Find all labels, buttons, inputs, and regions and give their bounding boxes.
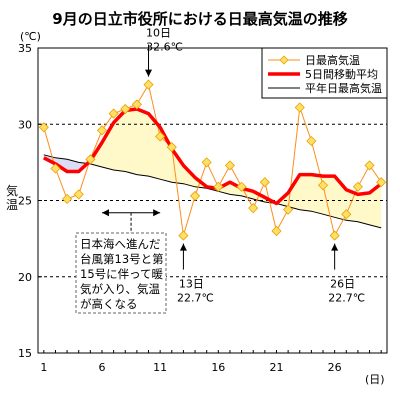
- series-line-daily-max: [43, 83, 382, 237]
- x-tick-label-16: 16: [211, 361, 225, 374]
- data-point-day-6: [96, 125, 108, 136]
- data-point-day-26: [329, 230, 340, 241]
- annotation-label-low13-line1: 13日: [179, 278, 204, 291]
- period-note-line-1: 台風第13号と第: [80, 252, 164, 266]
- period-bracket-left-head: [101, 209, 109, 217]
- data-point-day-23: [294, 102, 305, 113]
- period-note-line-3: 気が入り、気温: [80, 282, 161, 296]
- data-point-day-5: [85, 154, 96, 165]
- annotation-arrow-peak-head: [145, 69, 153, 77]
- annotation-label-low13-line2: 22.7℃: [177, 292, 214, 305]
- data-point-day-3: [62, 193, 73, 205]
- series-layer: [38, 79, 387, 241]
- legend-label-moving-average: 5日間移動平均: [305, 67, 378, 81]
- data-point-day-9: [131, 99, 142, 110]
- x-tick-label-1: 1: [40, 361, 47, 374]
- grid-layer: [38, 123, 387, 278]
- data-point-day-19: [248, 203, 259, 214]
- data-point-day-20: [259, 177, 270, 188]
- annotation-arrow-low26-head: [331, 243, 339, 251]
- annotation-arrow-low13-head: [179, 243, 187, 251]
- period-note-line-4: が高くなる: [80, 297, 138, 311]
- data-point-day-14: [189, 190, 201, 201]
- data-point-day-17: [224, 160, 236, 171]
- data-point-day-15: [201, 157, 212, 168]
- fill-layer: [43, 109, 382, 228]
- data-point-day-29: [364, 160, 375, 171]
- annotation-label-peak-line1: 10日: [146, 27, 171, 40]
- legend-label-daily-max: 日最高気温: [305, 53, 360, 67]
- data-point-day-8: [120, 103, 131, 115]
- y-tick-label-15: 15: [18, 347, 32, 360]
- legend-box: [261, 47, 388, 99]
- y-axis-label-char-1: 温: [6, 198, 18, 212]
- period-note-line-0: 日本海へ進んだ: [80, 237, 161, 251]
- data-point-day-28: [352, 181, 363, 192]
- data-point-day-1: [38, 122, 49, 133]
- legend-swatch-marker-daily-max: [279, 55, 289, 65]
- legend-label-normal: 平年日最高気温: [305, 81, 382, 95]
- data-point-day-22: [283, 204, 294, 215]
- axes-layer: [37, 47, 388, 354]
- data-point-day-21: [271, 225, 282, 237]
- data-point-day-30: [376, 177, 387, 188]
- data-point-day-11: [155, 131, 166, 142]
- x-unit-label: (日): [365, 373, 385, 386]
- data-point-day-12: [166, 142, 177, 153]
- data-point-day-16: [213, 181, 224, 192]
- y-tick-label-30: 30: [18, 118, 32, 131]
- data-point-day-13: [178, 230, 189, 241]
- x-tick-label-21: 21: [269, 361, 283, 374]
- period-bracket-right-head: [153, 209, 161, 217]
- annotation-label-peak-line2: 32.6℃: [146, 41, 183, 54]
- annotation-label-low26-line2: 22.7℃: [328, 292, 365, 305]
- y-tick-label-35: 35: [18, 42, 32, 55]
- annotation-layer: [75, 44, 339, 314]
- period-note-line-2: 15号に伴って暖: [80, 267, 164, 281]
- series-line-normal: [43, 154, 382, 229]
- data-point-day-2: [50, 163, 61, 174]
- period-note-box: [75, 232, 167, 314]
- data-point-day-10: [143, 79, 154, 90]
- y-tick-label-20: 20: [18, 271, 32, 284]
- data-point-day-25: [317, 180, 329, 191]
- data-point-day-7: [108, 108, 119, 119]
- anomaly-fill-1: [87, 109, 382, 228]
- data-point-day-24: [306, 135, 317, 147]
- anomaly-fill-0: [43, 154, 88, 172]
- data-point-day-18: [236, 181, 247, 192]
- y-unit-label: (℃): [20, 30, 41, 43]
- series-line-moving-average: [42, 107, 383, 206]
- x-tick-label-26: 26: [328, 361, 342, 374]
- chart-title: 9月の日立市役所における日最高気温の推移: [52, 10, 347, 28]
- data-point-day-4: [73, 189, 84, 200]
- y-axis-label-char-0: 気: [6, 183, 18, 198]
- y-tick-label-25: 25: [18, 195, 32, 208]
- data-point-day-27: [341, 209, 352, 220]
- x-tick-label-11: 11: [153, 361, 167, 374]
- annotation-label-low26-line1: 26日: [330, 278, 355, 291]
- x-tick-label-6: 6: [98, 361, 105, 374]
